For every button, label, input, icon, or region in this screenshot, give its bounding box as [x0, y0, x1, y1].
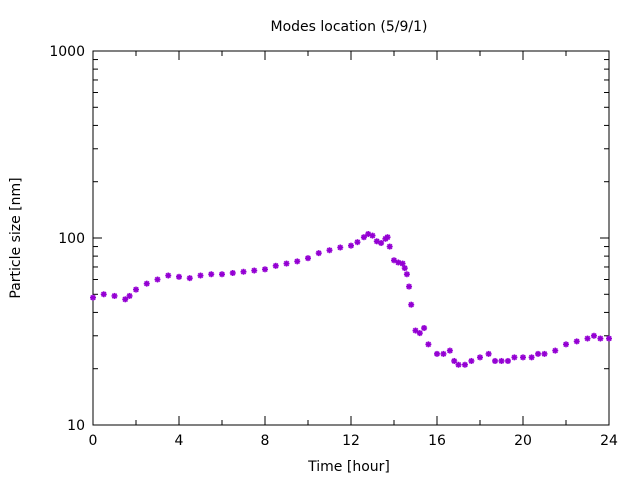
chart-title: Modes location (5/9/1): [271, 19, 428, 35]
data-point: [412, 327, 419, 334]
data-point: [348, 242, 354, 249]
data-point: [186, 275, 193, 282]
data-point: [421, 325, 428, 332]
data-point: [154, 276, 161, 283]
data-point: [451, 357, 458, 364]
x-tick-label: 20: [514, 433, 532, 449]
y-tick-label: 10: [67, 418, 85, 434]
data-point: [477, 354, 483, 361]
data-point: [240, 268, 247, 275]
data-point: [229, 269, 236, 276]
data-point: [446, 347, 453, 354]
data-point: [406, 283, 413, 290]
data-point: [337, 244, 344, 251]
data-point: [584, 335, 591, 342]
y-tick-labels: 10 100 1000: [49, 44, 85, 434]
data-point: [492, 357, 499, 364]
data-point: [511, 354, 518, 361]
data-point: [563, 341, 569, 348]
data-point: [468, 357, 475, 364]
data-point: [165, 272, 172, 279]
data-point: [541, 350, 548, 357]
data-point: [197, 272, 204, 279]
data-points: [90, 231, 612, 368]
data-point: [552, 347, 559, 354]
data-point: [262, 266, 268, 273]
data-point: [369, 232, 376, 239]
x-tick-label: 12: [342, 433, 360, 449]
data-point: [590, 332, 597, 339]
x-tick-label: 24: [600, 433, 618, 449]
data-point: [326, 247, 333, 254]
x-tick-label: 8: [261, 433, 270, 449]
data-point: [461, 361, 468, 368]
data-point: [416, 330, 423, 337]
data-point: [434, 350, 440, 357]
data-point: [122, 296, 129, 303]
data-point: [528, 354, 535, 361]
data-point: [573, 338, 580, 345]
data-point: [111, 292, 118, 299]
data-point: [133, 286, 139, 293]
data-point: [455, 361, 462, 368]
x-tick-labels: 0 4 8 12 16 20 24: [89, 433, 618, 449]
data-point: [597, 335, 604, 342]
data-point: [143, 280, 150, 287]
data-point: [440, 350, 447, 357]
data-point: [272, 262, 279, 269]
data-point: [403, 271, 410, 278]
y-axis-label: Particle size [nm]: [8, 177, 24, 298]
y-tick-label: 100: [58, 231, 85, 247]
data-point: [176, 273, 182, 280]
data-point: [126, 292, 133, 299]
data-point: [305, 255, 311, 262]
data-point: [504, 357, 511, 364]
axis-ticks: [92, 50, 610, 426]
data-point: [208, 271, 215, 278]
x-axis-label: Time [hour]: [307, 459, 390, 475]
data-point: [384, 234, 391, 241]
data-point: [378, 240, 385, 247]
data-point: [425, 341, 432, 348]
data-point: [283, 260, 290, 267]
x-tick-label: 16: [428, 433, 446, 449]
y-tick-label: 1000: [49, 44, 85, 60]
data-point: [408, 301, 415, 308]
data-point: [251, 267, 258, 274]
data-point: [520, 354, 526, 361]
data-point: [360, 234, 367, 241]
data-point: [219, 271, 225, 278]
data-point: [100, 291, 107, 298]
x-tick-label: 0: [89, 433, 98, 449]
data-point: [399, 260, 406, 267]
data-point: [90, 294, 96, 301]
data-point: [401, 265, 408, 272]
data-point: [294, 258, 301, 265]
data-point: [354, 239, 361, 246]
data-point: [315, 250, 322, 257]
data-point: [386, 243, 393, 250]
x-tick-label: 4: [175, 433, 184, 449]
data-point: [485, 350, 492, 357]
data-point: [535, 350, 542, 357]
plot-frame: [92, 50, 610, 426]
data-point: [606, 335, 612, 342]
data-point: [498, 357, 505, 364]
